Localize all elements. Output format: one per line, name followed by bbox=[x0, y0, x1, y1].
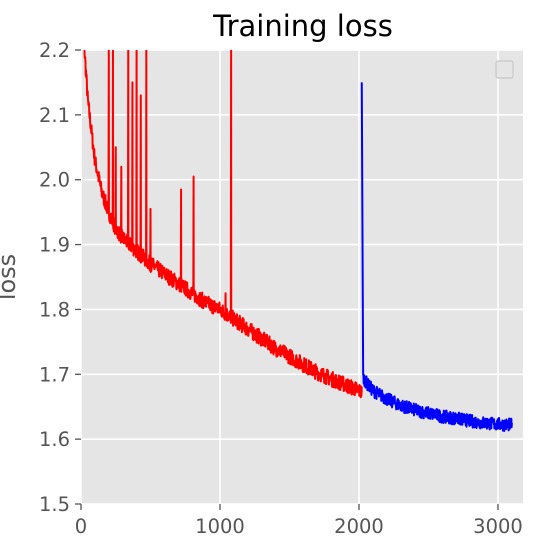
y-grid bbox=[81, 49, 523, 505]
series-layer bbox=[83, 50, 513, 432]
x-ticks: 0 1000 2000 3000 bbox=[75, 504, 523, 538]
y-tick-label: 2.1 bbox=[39, 104, 70, 127]
x-tick-label: 3000 bbox=[473, 515, 523, 538]
series-line-1 bbox=[83, 50, 363, 399]
plot-area bbox=[81, 50, 523, 504]
y-tick-label: 1.7 bbox=[39, 363, 70, 386]
x-grid bbox=[80, 50, 499, 504]
x-tick-label: 1000 bbox=[195, 515, 245, 538]
y-tick-label: 1.5 bbox=[39, 493, 70, 516]
y-tick-label: 2.0 bbox=[39, 169, 70, 192]
y-ticks: 1.5 1.6 1.7 1.8 1.9 2.0 2.1 2.2 bbox=[39, 39, 81, 516]
y-tick-label: 1.8 bbox=[39, 298, 70, 321]
series-line-2 bbox=[360, 82, 513, 432]
y-tick-label: 1.9 bbox=[39, 234, 70, 257]
x-tick-label: 2000 bbox=[334, 515, 384, 538]
y-axis-label: loss bbox=[0, 254, 21, 300]
y-tick-label: 1.6 bbox=[39, 428, 70, 451]
y-tick-label: 2.2 bbox=[39, 39, 70, 62]
legend-box bbox=[495, 60, 514, 79]
chart-title: Training loss bbox=[212, 9, 393, 43]
x-tick-label: 0 bbox=[75, 515, 87, 538]
